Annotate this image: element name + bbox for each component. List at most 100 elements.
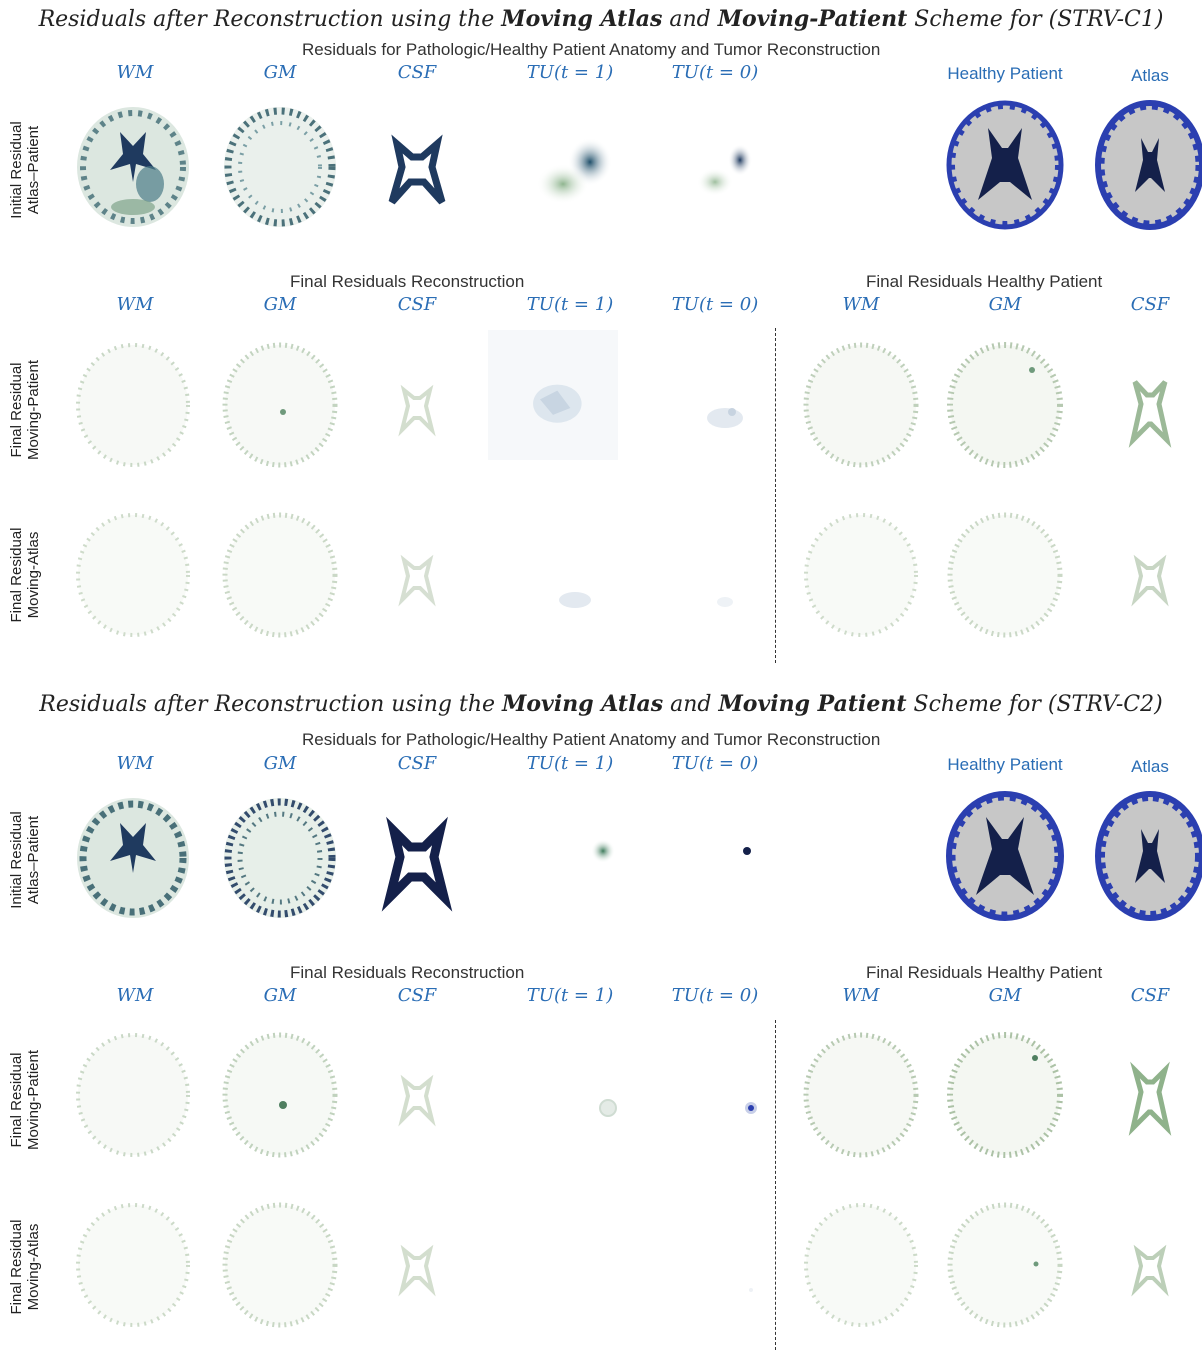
column-label-wm: WM [116,985,154,1006]
column-label-tu0: TU(t = 0) [671,62,759,83]
column-label-gm: GM [988,294,1022,315]
residual-gm-image [215,1200,345,1330]
row-label: Initial Residual Atlas–Patient [8,121,42,219]
column-label-tu1: TU(t = 1) [526,294,614,315]
atlas-image [1085,100,1202,230]
title-text: and [662,7,718,32]
residual-tu1-image [505,510,635,640]
residual-wm-image [68,510,198,640]
residual-wm-image [68,102,198,232]
residual-gm-image [215,102,345,232]
column-label-tu0: TU(t = 0) [671,294,759,315]
residual-gm-image [215,793,345,923]
title-bold: Moving-Patient [717,6,908,32]
healthy-residual-csf-image [1085,1030,1202,1160]
residual-gm-image [215,340,345,470]
residual-wm-image [68,793,198,923]
section-title: Final Residuals Healthy Patient [866,272,1103,291]
healthy-residual-wm-image [796,510,926,640]
column-label-csf: CSF [397,985,437,1006]
column-label-tu1: TU(t = 1) [526,62,614,83]
column-label-tu0: TU(t = 0) [671,753,759,774]
atlas-image [1085,791,1202,921]
section-title: Residuals for Pathologic/Healthy Patient… [302,40,881,59]
column-label-csf: CSF [397,62,437,83]
healthy-patient-image [940,100,1070,230]
column-label-wm: WM [116,753,154,774]
title-bold: Moving Atlas [502,691,664,717]
column-label-wm: WM [116,62,154,83]
title-bold: Moving Patient [718,691,907,717]
row-label: Final Residual Moving-Atlas [8,1219,42,1315]
residual-gm-image [215,510,345,640]
title-text: Scheme for (STRV-C1) [907,7,1164,32]
residual-tu0-image [650,510,780,640]
column-label-tu1: TU(t = 1) [526,753,614,774]
column-label-gm: GM [988,985,1022,1006]
residual-tu0-image [650,1030,780,1160]
healthy-residual-wm-image [796,1200,926,1330]
residual-wm-image [68,1030,198,1160]
healthy-residual-csf-image [1085,340,1202,470]
residual-wm-image [68,340,198,470]
residual-tu0-image [650,1200,780,1330]
title-text: Residuals after Reconstruction using the [39,692,503,717]
residual-tu1-image [505,793,635,923]
healthy-residual-csf-image [1085,1200,1202,1330]
divider-line [775,328,776,663]
title-text: Residuals after Reconstruction using the [38,7,502,32]
column-label-wm: WM [116,294,154,315]
column-label-healthy-patient: Healthy Patient [947,755,1063,774]
residual-tu0-image [650,340,780,470]
healthy-residual-gm-image [940,510,1070,640]
column-label-gm: GM [263,985,297,1006]
column-label-csf: CSF [1130,294,1170,315]
section-title: Residuals for Pathologic/Healthy Patient… [302,730,881,749]
column-label-csf: CSF [397,753,437,774]
row-label: Final Residual Moving-Patient [8,1049,42,1151]
residual-tu1-image [505,1200,635,1330]
column-label-healthy-patient: Healthy Patient [947,64,1063,83]
column-label-csf: CSF [397,294,437,315]
column-label-gm: GM [263,753,297,774]
divider-line [775,1020,776,1350]
residual-csf-image [352,1030,482,1160]
column-label-wm: WM [842,294,880,315]
figure-panel-c2: Residuals after Reconstruction using the… [0,675,1202,1350]
figure-panel-c1: Residuals after Reconstruction using the… [0,6,1202,663]
column-label-atlas: Atlas [1131,66,1169,85]
title-text: and [663,692,719,717]
panel-title: Residuals after Reconstruction using the… [0,691,1202,717]
column-label-gm: GM [263,62,297,83]
column-label-csf: CSF [1130,985,1170,1006]
column-label-tu0: TU(t = 0) [671,985,759,1006]
section-title: Final Residuals Reconstruction [290,272,525,291]
residual-tu1-image [488,330,618,460]
healthy-patient-image [940,791,1070,921]
healthy-residual-gm-image [940,340,1070,470]
panel-title: Residuals after Reconstruction using the… [0,6,1202,32]
column-label-wm: WM [842,985,880,1006]
row-label: Initial Residual Atlas–Patient [8,811,42,909]
residual-csf-image [352,793,482,923]
row-label: Final Residual Moving-Patient [8,359,42,461]
healthy-residual-csf-image [1085,510,1202,640]
section-title: Final Residuals Reconstruction [290,963,525,982]
residual-csf-image [352,340,482,470]
healthy-residual-wm-image [796,1030,926,1160]
residual-tu1-image [505,1030,635,1160]
column-label-gm: GM [263,294,297,315]
section-title: Final Residuals Healthy Patient [866,963,1103,982]
row-label: Final Residual Moving-Atlas [8,527,42,623]
column-label-atlas: Atlas [1131,757,1169,776]
residual-tu0-image [650,102,780,232]
residual-gm-image [215,1030,345,1160]
residual-wm-image [68,1200,198,1330]
residual-tu0-image [650,793,780,923]
residual-csf-image [352,102,482,232]
healthy-residual-gm-image [940,1200,1070,1330]
residual-tu1-image [505,102,635,232]
title-bold: Moving Atlas [501,6,663,32]
residual-csf-image [352,1200,482,1330]
column-label-tu1: TU(t = 1) [526,985,614,1006]
